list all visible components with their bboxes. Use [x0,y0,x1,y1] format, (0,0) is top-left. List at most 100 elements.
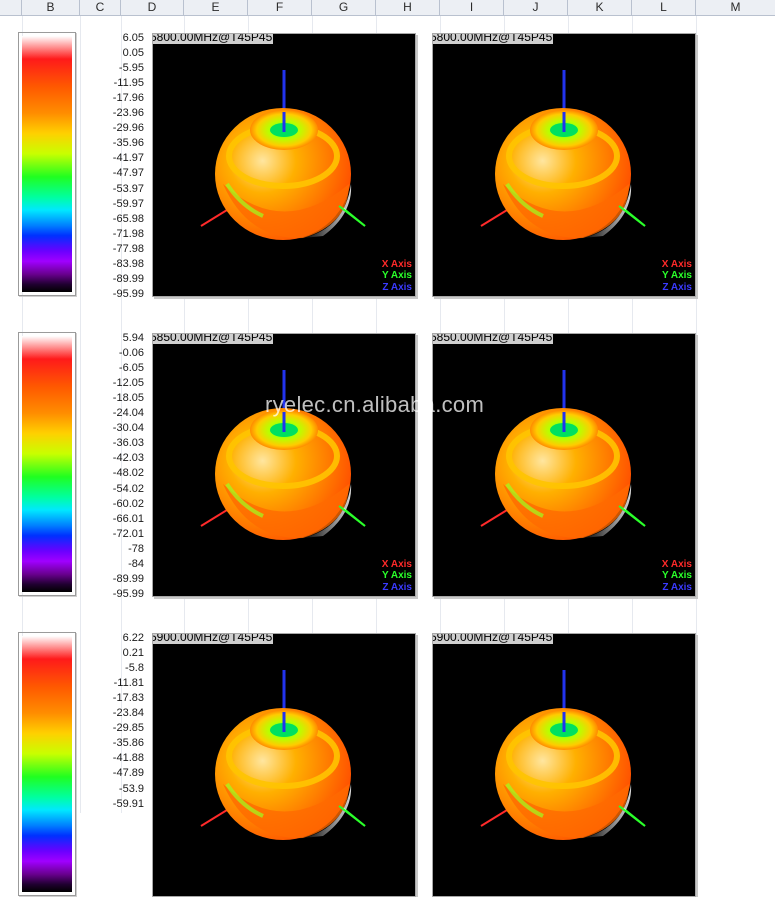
radiation-pattern-plot-2a[interactable]: 5850.00MHz@T45P45 X Axis Y Axis Z Axis [152,333,416,597]
pattern-green-band [225,182,264,218]
column-header-g[interactable]: G [312,0,376,15]
column-header-m[interactable]: M [730,0,741,14]
radiation-pattern-3d [480,70,646,240]
column-header-i[interactable]: I [440,0,504,15]
x-axis-legend: X Axis [661,259,692,270]
scale-tick-label: -47.97 [112,167,144,180]
plot-title: 5900.00MHz@T45P45 [433,634,554,644]
scale-tick-label: -47.89 [112,767,144,780]
scale-tick-label: -89.99 [112,272,144,285]
scale-tick-label: -60.02 [112,497,144,510]
y-axis-front [338,805,366,827]
scale-tick-label: -42.03 [112,452,144,465]
scale-tick-label: -59.91 [112,797,144,810]
scale-tick-label: -53.9 [118,782,144,795]
scale-tick-label: -66.01 [112,512,144,525]
column-header-row: B C D E F G H I J K L M [0,0,775,16]
scale-tick-label: -95.99 [112,287,144,300]
scale-tick-label: -18.05 [112,392,144,405]
radiation-pattern-plot-2b[interactable]: 5850.00MHz@T45P45 X Axis Y Axis Z Axis [432,333,696,597]
column-header-corner[interactable] [0,0,22,15]
z-axis-legend: Z Axis [382,582,412,593]
pattern-lower-band [223,184,349,239]
plot-title: 5850.00MHz@T45P45 [433,334,554,344]
scale-tick-label: -12.05 [112,377,144,390]
x-axis-legend: X Axis [381,559,412,570]
y-axis-front [618,505,646,527]
scale-tick-label: -29.96 [112,122,144,135]
x-axis-legend: X Axis [381,259,412,270]
column-header-l[interactable]: L [632,0,696,15]
scale-tick-label: -11.95 [113,77,144,90]
radiation-pattern-plot-1b[interactable]: 5800.00MHz@T45P45 X Axis Y Axis Z Axis [432,33,696,297]
y-axis-legend: Y Axis [381,270,412,281]
gridline [80,16,81,813]
y-axis-legend: Y Axis [661,570,692,581]
color-scale-bar [18,332,76,596]
scale-tick-label: -41.97 [112,152,144,165]
scale-tick-label: -6.05 [118,362,144,375]
scale-tick-label: -41.88 [112,752,144,765]
scale-tick-label: -17.96 [112,92,144,105]
scale-tick-label: -54.02 [112,482,144,495]
column-header-b[interactable]: B [22,0,80,15]
scale-tick-label: 0.05 [122,47,144,60]
column-header-e[interactable]: E [184,0,248,15]
radiation-pattern-3d [480,370,646,540]
column-header-k[interactable]: K [568,0,632,15]
column-header-f[interactable]: F [248,0,312,15]
y-axis-legend: Y Axis [381,570,412,581]
scale-tick-label: -35.86 [112,737,144,750]
scale-tick-label: -48.02 [112,467,144,480]
radiation-pattern-plot-1a[interactable]: 5800.00MHz@T45P45 X Axis Y Axis Z Axis [152,33,416,297]
y-axis-legend: Y Axis [661,270,692,281]
scale-tick-label: 6.22 [122,632,144,644]
scale-tick-label: -23.96 [112,107,144,120]
scale-tick-label: -5.8 [125,662,144,675]
scale-tick-label: -89.99 [112,572,144,585]
scale-tick-label: 6.05 [122,32,144,44]
y-axis-front [338,205,366,227]
watermark-text: ryelec.cn.alibaba.com [265,392,485,417]
scale-tick-label: -78 [128,542,144,555]
scale-tick-label: -11.81 [113,677,144,690]
color-scale-bar [18,632,76,896]
pattern-lower-band [503,184,629,239]
scale-tick-label: -77.98 [112,242,144,255]
scale-tick-label: -36.03 [112,437,144,450]
x-axis-legend: X Axis [661,559,692,570]
column-header-d[interactable]: D [121,0,184,15]
gridline [121,16,122,813]
plot-title: 5850.00MHz@T45P45 [153,334,274,344]
radiation-pattern-plot-3b[interactable]: 5900.00MHz@T45P45 [432,633,696,897]
scale-tick-label: -95.99 [112,587,144,600]
column-header-c[interactable]: C [80,0,121,15]
scale-tick-label: -0.06 [118,347,144,360]
plot-title: 5800.00MHz@T45P45 [153,34,274,44]
plot-title: 5800.00MHz@T45P45 [433,34,554,44]
scale-tick-label: -65.98 [112,212,144,225]
column-header-j[interactable]: J [504,0,568,15]
column-header-h[interactable]: H [376,0,440,15]
radiation-pattern-plot-3a[interactable]: 5900.00MHz@T45P45 [152,633,416,897]
radiation-pattern-3d [200,370,366,540]
scale-tick-label: -5.95 [118,62,144,75]
z-axis-legend: Z Axis [662,282,692,293]
scale-tick-label: 5.94 [122,332,144,344]
radiation-pattern-3d [200,70,366,240]
plot-title: 5900.00MHz@T45P45 [153,634,274,644]
scale-tick-label: -83.98 [112,257,144,270]
pattern-green-band [225,482,264,518]
scale-tick-label: -59.97 [112,197,144,210]
y-axis-front [338,505,366,527]
scale-tick-label: -29.85 [112,722,144,735]
z-axis-legend: Z Axis [382,282,412,293]
pattern-lower-band [503,484,629,539]
radiation-pattern-3d [480,670,646,840]
scale-tick-label: -24.04 [112,407,144,420]
y-axis-front [618,205,646,227]
scale-tick-label: -30.04 [112,422,144,435]
scale-tick-label: 0.21 [122,647,144,660]
scale-tick-label: -72.01 [112,527,144,540]
pattern-green-band [505,482,544,518]
